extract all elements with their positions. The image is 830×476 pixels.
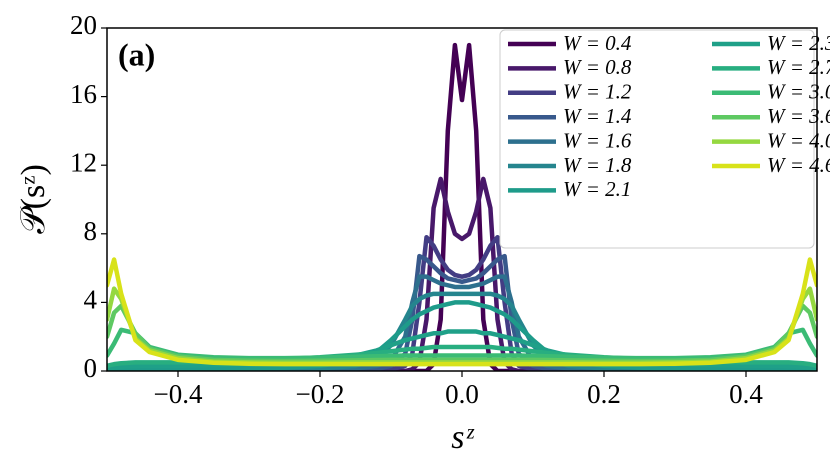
panel-label: (a): [118, 36, 155, 72]
x-tick-label: −0.2: [296, 379, 345, 409]
series-line: [107, 327, 817, 361]
series-line: [107, 176, 817, 371]
y-tick-label: 0: [84, 353, 98, 383]
x-tick-label: 0.4: [729, 379, 763, 409]
legend-label: W = 4.6: [767, 153, 830, 177]
plot-lines: [107, 42, 817, 371]
legend-label: W = 0.8: [563, 55, 632, 79]
legend-label: W = 3.0: [767, 80, 830, 104]
series-line: [107, 234, 817, 371]
legend-label: W = 0.4: [563, 31, 632, 55]
y-axis-label: 𝒫(sᶻ): [15, 164, 52, 234]
legend-frame: [499, 29, 815, 249]
y-tick-label: 12: [70, 147, 97, 177]
legend-label: W = 3.6: [767, 104, 830, 128]
legend: W = 0.4W = 0.8W = 1.2W = 1.4W = 1.6W = 1…: [499, 29, 830, 249]
series-line: [107, 300, 817, 371]
legend-label: W = 2.7: [767, 55, 830, 79]
legend-label: W = 2.3: [767, 31, 830, 55]
x-tick-label: −0.4: [154, 379, 203, 409]
x-tick-label: 0.2: [587, 379, 621, 409]
legend-label: W = 2.1: [563, 177, 631, 201]
x-tick-label: 0.0: [445, 379, 479, 409]
x-axis-label: sᶻ: [451, 419, 474, 456]
legend-label: W = 4.0: [767, 128, 830, 152]
legend-label: W = 1.2: [563, 80, 632, 104]
series-line: [107, 253, 817, 371]
y-tick-label: 8: [84, 216, 98, 246]
y-tick-label: 4: [84, 285, 98, 315]
series-line: [107, 257, 817, 367]
legend-label: W = 1.6: [563, 128, 632, 152]
legend-label: W = 1.4: [563, 104, 632, 128]
legend-label: W = 1.8: [563, 153, 632, 177]
y-tick-label: 16: [70, 79, 97, 109]
series-line: [107, 42, 817, 371]
y-tick-label: 20: [70, 10, 97, 40]
